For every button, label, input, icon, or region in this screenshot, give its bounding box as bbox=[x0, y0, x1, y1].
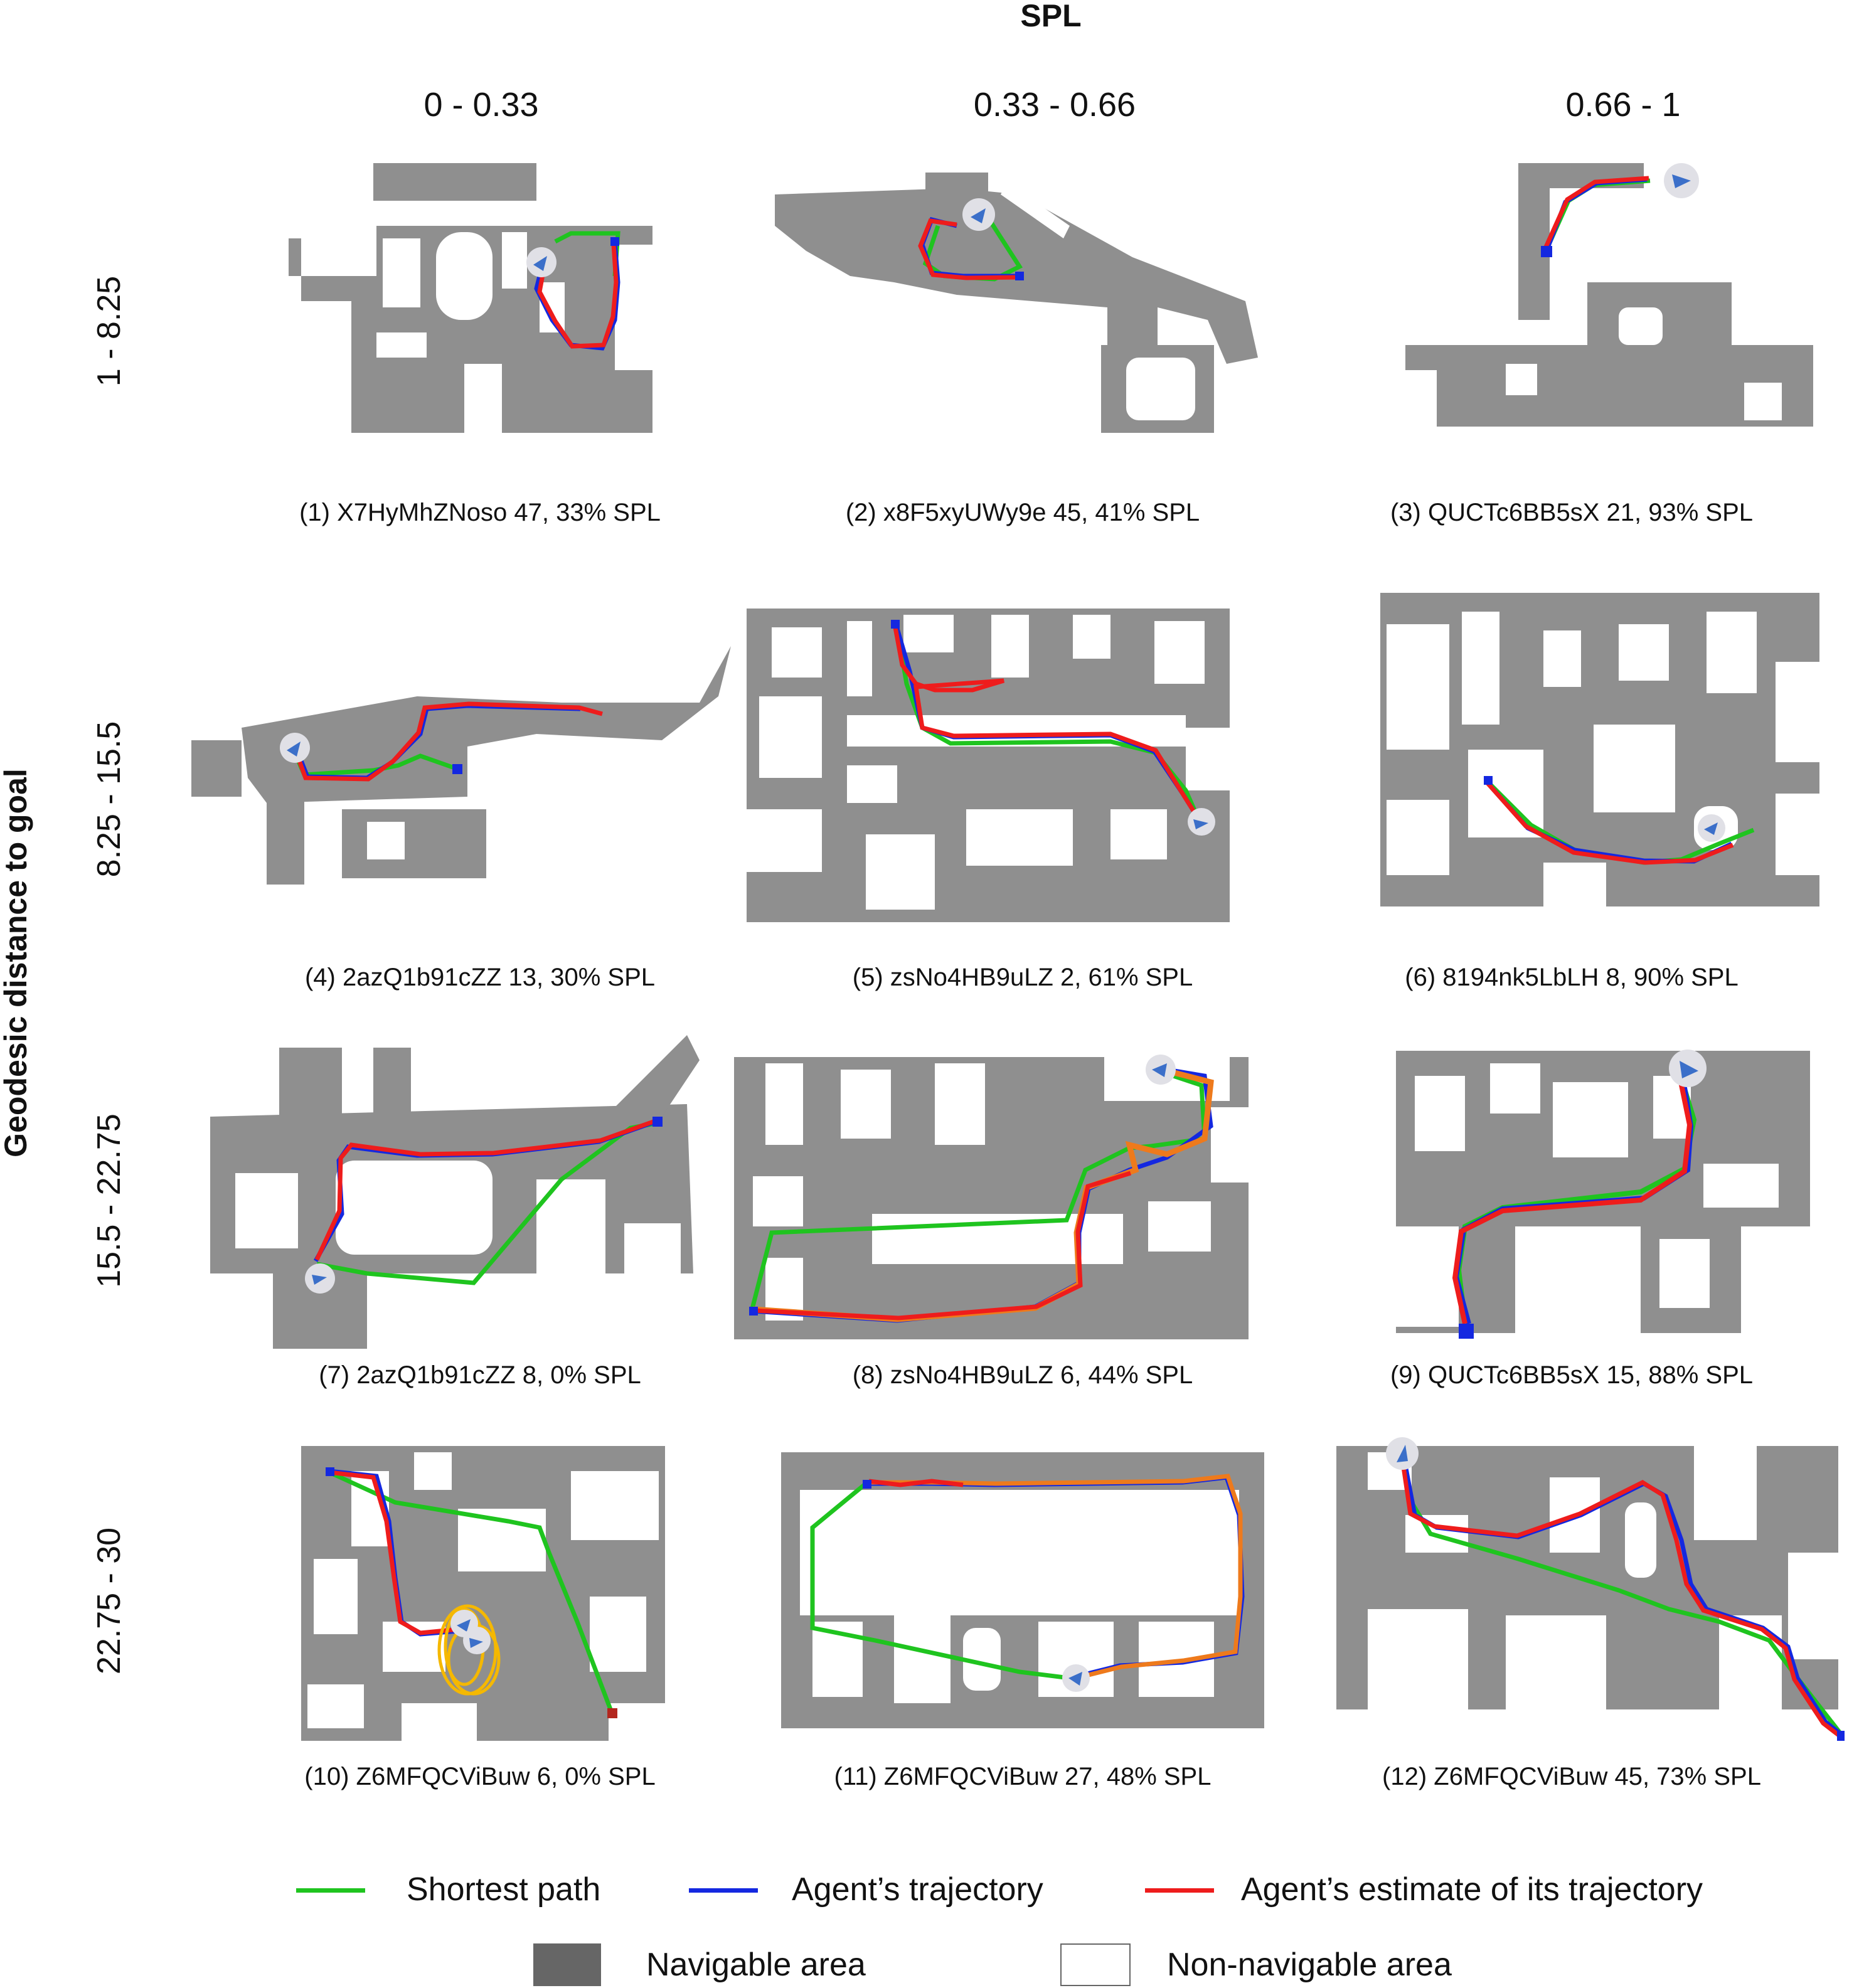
panel-5-caption: (5) zsNo4HB9uLZ 2, 61% SPL bbox=[852, 964, 1193, 991]
row-header-4: 22.75 - 30 bbox=[91, 1527, 127, 1675]
panel-4-caption: (4) 2azQ1b91cZZ 13, 30% SPL bbox=[304, 964, 656, 991]
legend-non-navigable-swatch bbox=[1060, 1943, 1131, 1986]
panel-6-map bbox=[1380, 593, 1819, 906]
panel-2-map bbox=[775, 173, 1258, 433]
panel-3-map bbox=[1405, 163, 1813, 427]
legend-agent-estimate-swatch bbox=[1145, 1888, 1214, 1893]
panel-1-caption: (1) X7HyMhZNoso 47, 33% SPL bbox=[299, 499, 661, 526]
panel-12-caption: (12) Z6MFQCViBuw 45, 73% SPL bbox=[1382, 1763, 1761, 1790]
row-header-1: 1 - 8.25 bbox=[91, 275, 127, 387]
panel-12-map bbox=[1336, 1437, 1845, 1741]
legend-agent-trajectory-swatch bbox=[689, 1888, 758, 1893]
column-header-3: 0.66 - 1 bbox=[1565, 86, 1681, 124]
legend-navigable-swatch bbox=[533, 1943, 601, 1986]
panel-7-caption: (7) 2azQ1b91cZZ 8, 0% SPL bbox=[319, 1361, 641, 1389]
panel-9-map bbox=[1396, 1050, 1810, 1339]
legend-shortest-path-label: Shortest path bbox=[407, 1871, 601, 1908]
panel-5-map bbox=[747, 609, 1230, 922]
panel-10-map bbox=[301, 1446, 665, 1741]
panel-3-caption: (3) QUCTc6BB5sX 21, 93% SPL bbox=[1390, 499, 1754, 526]
panel-4-map bbox=[191, 646, 731, 885]
panel-6-caption: (6) 8194nk5LbLH 8, 90% SPL bbox=[1405, 964, 1739, 991]
column-header-1: 0 - 0.33 bbox=[423, 86, 539, 124]
panel-10-caption: (10) Z6MFQCViBuw 6, 0% SPL bbox=[304, 1763, 656, 1790]
panel-2-caption: (2) x8F5xyUWy9e 45, 41% SPL bbox=[845, 499, 1200, 526]
legend-agent-trajectory-label: Agent’s trajectory bbox=[792, 1871, 1043, 1908]
panel-1-map bbox=[289, 163, 652, 433]
row-header-2: 8.25 - 15.5 bbox=[91, 721, 127, 878]
panel-8-caption: (8) zsNo4HB9uLZ 6, 44% SPL bbox=[852, 1361, 1193, 1389]
legend-navigable-label: Navigable area bbox=[646, 1947, 866, 1983]
row-header-3: 15.5 - 22.75 bbox=[91, 1114, 127, 1288]
y-axis-title: Geodesic distance to goal bbox=[0, 768, 33, 1157]
panel-9-caption: (9) QUCTc6BB5sX 15, 88% SPL bbox=[1390, 1361, 1754, 1389]
panel-11-map bbox=[781, 1452, 1264, 1728]
panel-11-caption: (11) Z6MFQCViBuw 27, 48% SPL bbox=[834, 1763, 1212, 1790]
legend-agent-estimate-label: Agent’s estimate of its trajectory bbox=[1241, 1871, 1703, 1908]
figure-title: SPL bbox=[1020, 0, 1082, 33]
legend-shortest-path-swatch bbox=[296, 1888, 365, 1893]
panel-7-map bbox=[210, 1035, 700, 1349]
column-header-2: 0.33 - 0.66 bbox=[973, 86, 1136, 124]
panel-8-map bbox=[734, 1051, 1249, 1339]
legend-non-navigable-label: Non-navigable area bbox=[1167, 1947, 1452, 1983]
